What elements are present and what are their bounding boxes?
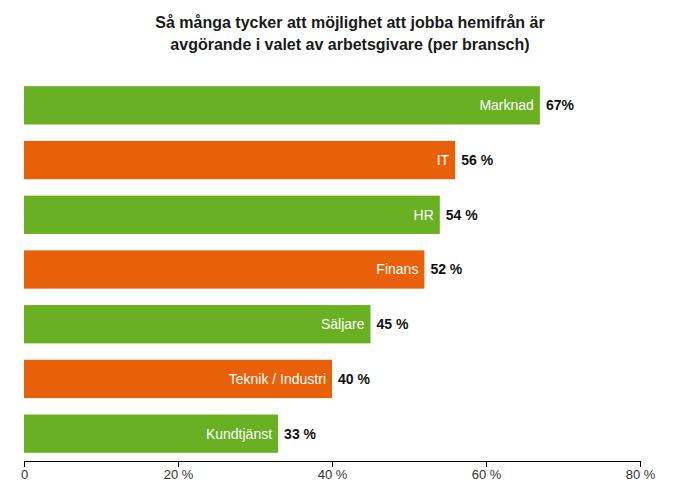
bar — [24, 414, 278, 452]
category-label: Teknik / Industri — [229, 371, 326, 387]
x-tick-label: 20 % — [164, 467, 194, 482]
bar — [24, 141, 455, 179]
x-tick-label: 40 % — [318, 467, 348, 482]
x-tick-label: 0 — [21, 467, 28, 482]
x-tick: 80 % — [626, 461, 656, 482]
data-label: 45 % — [377, 316, 409, 332]
x-tick: 60 % — [472, 461, 502, 482]
x-axis-line — [25, 462, 641, 468]
x-tick-mark — [178, 461, 179, 467]
data-label: 54 % — [446, 207, 478, 223]
plot: Kundtjänst Teknik / Industri Säljare Finans… — [21, 86, 656, 482]
category-label: Marknad — [479, 97, 533, 113]
data-label: 56 % — [461, 152, 493, 168]
x-tick-mark — [332, 461, 333, 467]
category-label: IT — [437, 152, 450, 168]
chart: Så många tycker att möjlighet att jobba … — [0, 0, 700, 501]
x-tick-label: 60 % — [472, 467, 502, 482]
category-label: Säljare — [321, 316, 365, 332]
x-tick-mark — [24, 461, 25, 467]
data-label: 40 % — [338, 371, 370, 387]
data-label: 67% — [546, 97, 575, 113]
bar — [24, 196, 440, 234]
x-tick-mark — [486, 461, 487, 467]
labels: Kundtjänst Teknik / Industri Säljare Finans… — [206, 97, 575, 441]
x-tick: 40 % — [318, 461, 348, 482]
title-line: avgörande i valet av arbetsgivare (per b… — [170, 36, 529, 53]
x-tick-mark — [640, 461, 641, 467]
category-label: HR — [414, 207, 434, 223]
bar — [24, 250, 424, 288]
x-axis: 0 20 % 40 % 60 % 80 % — [21, 461, 656, 482]
data-label: 52 % — [430, 261, 462, 277]
category-label: Kundtjänst — [206, 426, 272, 442]
title-line: Så många tycker att möjlighet att jobba … — [155, 14, 544, 31]
title: Så många tycker att möjlighet att jobba … — [155, 14, 544, 53]
bar — [24, 360, 332, 398]
bars — [24, 86, 540, 453]
x-tick: 0 — [21, 461, 28, 482]
category-label: Finans — [376, 261, 418, 277]
x-tick-label: 80 % — [626, 467, 656, 482]
bar — [24, 305, 371, 343]
data-label: 33 % — [284, 426, 316, 442]
x-tick: 20 % — [164, 461, 194, 482]
bar — [24, 86, 540, 124]
